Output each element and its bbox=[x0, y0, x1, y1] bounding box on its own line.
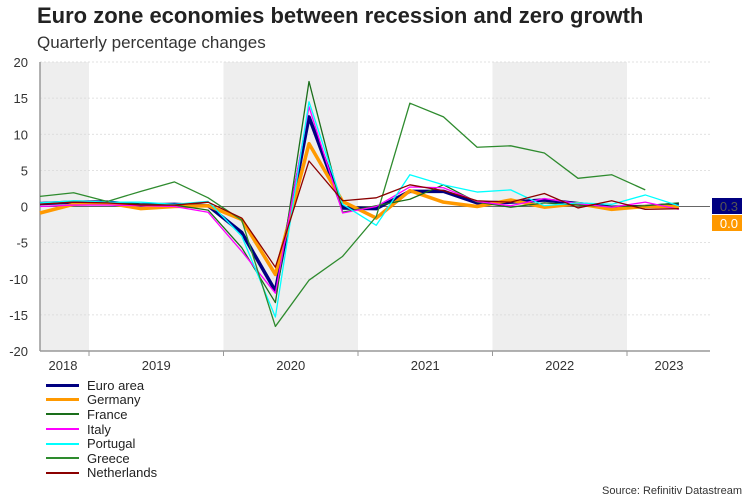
y-tick-label: 15 bbox=[14, 91, 28, 106]
y-tick-label: 5 bbox=[21, 163, 28, 178]
y-tick-label: -5 bbox=[16, 236, 28, 251]
legend-label: Italy bbox=[87, 421, 111, 437]
x-tick-label-2020: 2020 bbox=[276, 358, 305, 373]
legend-label: Germany bbox=[87, 392, 141, 408]
legend-swatch bbox=[46, 471, 79, 474]
legend-item: France bbox=[20, 407, 157, 422]
y-tick-label: -10 bbox=[9, 272, 28, 287]
legend-item: Portugal bbox=[20, 436, 157, 451]
end-label-value: 0.0 bbox=[720, 216, 738, 231]
x-tick-label-2018: 2018 bbox=[49, 358, 78, 373]
end-label-value: 0.3 bbox=[720, 199, 738, 214]
y-tick-label: 20 bbox=[14, 55, 28, 70]
legend-item: Euro area bbox=[20, 378, 157, 393]
legend-item: Germany bbox=[20, 392, 157, 408]
x-tick-label-2021: 2021 bbox=[411, 358, 440, 373]
series-line-greece bbox=[39, 102, 646, 328]
y-tick-label: -15 bbox=[9, 308, 28, 323]
legend-label: Netherlands bbox=[87, 465, 158, 481]
legend-label: Greece bbox=[87, 450, 130, 466]
chart-title: Euro zone economies between recession an… bbox=[37, 3, 644, 28]
x-tick-label-2019: 2019 bbox=[142, 358, 171, 373]
legend: Euro area Germany France Italy Portugal Greec… bbox=[20, 378, 157, 480]
end-label-box bbox=[712, 198, 742, 214]
series-line-netherlands bbox=[39, 160, 679, 268]
legend-swatch bbox=[46, 413, 79, 416]
chart-subtitle: Quarterly percentage changes bbox=[37, 33, 266, 52]
x-tick-label-2023: 2023 bbox=[655, 358, 684, 373]
legend-label: Portugal bbox=[87, 436, 136, 452]
end-label-box bbox=[712, 215, 742, 231]
legend-item: Italy bbox=[20, 422, 157, 437]
legend-item: Netherlands bbox=[20, 465, 158, 481]
legend-label: France bbox=[87, 406, 128, 422]
x-tick-label-2022: 2022 bbox=[545, 358, 574, 373]
legend-swatch bbox=[46, 428, 79, 431]
series-line-portugal bbox=[39, 101, 680, 318]
legend-swatch bbox=[46, 398, 79, 402]
legend-swatch bbox=[46, 457, 79, 460]
y-tick-label: 10 bbox=[14, 127, 28, 142]
legend-label: Euro area bbox=[87, 377, 145, 393]
legend-swatch bbox=[46, 383, 79, 387]
legend-swatch bbox=[46, 442, 79, 445]
y-tick-label: 0 bbox=[21, 200, 28, 215]
y-tick-label: -20 bbox=[9, 344, 28, 359]
legend-item: Greece bbox=[20, 451, 157, 466]
source-note: Source: Refinitiv Datastream bbox=[602, 485, 742, 497]
